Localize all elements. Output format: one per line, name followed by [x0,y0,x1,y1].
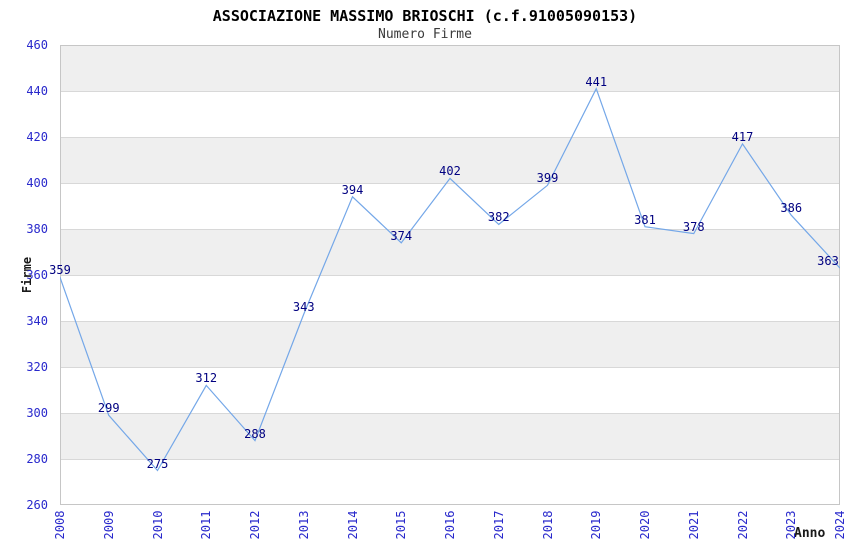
x-axis-title: Anno [794,526,826,541]
plot-band [60,413,840,459]
x-tick-label: 2023 [784,510,799,540]
plot-band [60,321,840,367]
plot-band [60,229,840,275]
plot-band [60,367,840,413]
x-tick-label: 2015 [394,510,409,540]
data-point-label: 288 [244,426,266,441]
plot-band [60,459,840,505]
x-tick-label: 2008 [53,510,67,540]
x-tick-label: 2024 [833,510,847,540]
data-point-label: 441 [585,74,608,89]
data-point-label: 275 [146,456,169,471]
plot-band [60,137,840,183]
x-tick-label: 2018 [540,510,555,540]
data-point-label: 374 [390,228,413,243]
plot-band [60,183,840,229]
x-tick-label: 2009 [101,510,116,540]
data-point-label: 363 [817,254,839,269]
x-tick-label: 2012 [248,510,262,540]
data-point-label: 299 [97,401,120,416]
y-tick-label: 340 [26,314,48,328]
y-tick-label: 280 [26,452,48,466]
data-point-label: 381 [634,212,656,227]
x-tick-label: 2013 [296,510,311,540]
chart-subtitle: Numero Firme [378,27,472,42]
x-tick-label: 2020 [638,510,652,540]
y-tick-label: 420 [26,130,48,144]
x-tick-label: 2019 [589,510,604,540]
y-tick-label: 460 [26,38,48,52]
y-tick-label: 400 [26,176,48,190]
x-tick-label: 2016 [443,510,457,540]
x-tick-label: 2021 [686,510,701,540]
plot-band [60,275,840,321]
x-tick-label: 2010 [150,510,165,540]
y-tick-label: 380 [26,222,48,236]
data-point-label: 402 [439,164,461,179]
y-tick-label: 260 [26,498,48,512]
x-tick-label: 2011 [199,510,214,540]
plot-band [60,45,840,91]
data-point-label: 399 [536,171,559,186]
chart-title: ASSOCIAZIONE MASSIMO BRIOSCHI (c.f.91005… [212,7,638,25]
x-tick-label: 2017 [491,510,506,540]
data-point-label: 394 [341,182,364,197]
data-point-label: 359 [49,263,71,278]
plot-frame [60,45,840,505]
y-tick-label: 300 [26,406,48,420]
x-tick-label: 2014 [345,510,360,540]
data-point-label: 417 [731,129,754,144]
y-tick-label: 440 [26,84,48,98]
y-tick-label: 360 [26,268,48,282]
line-chart-canvas [60,45,840,505]
y-tick-label: 320 [26,360,48,374]
plot-band [60,91,840,137]
data-point-label: 312 [195,371,218,386]
data-point-label: 343 [292,300,315,315]
data-point-label: 386 [780,201,803,216]
data-point-label: 378 [682,219,705,234]
series-line [60,87,840,472]
x-tick-label: 2022 [735,510,750,540]
data-point-label: 382 [487,210,510,225]
